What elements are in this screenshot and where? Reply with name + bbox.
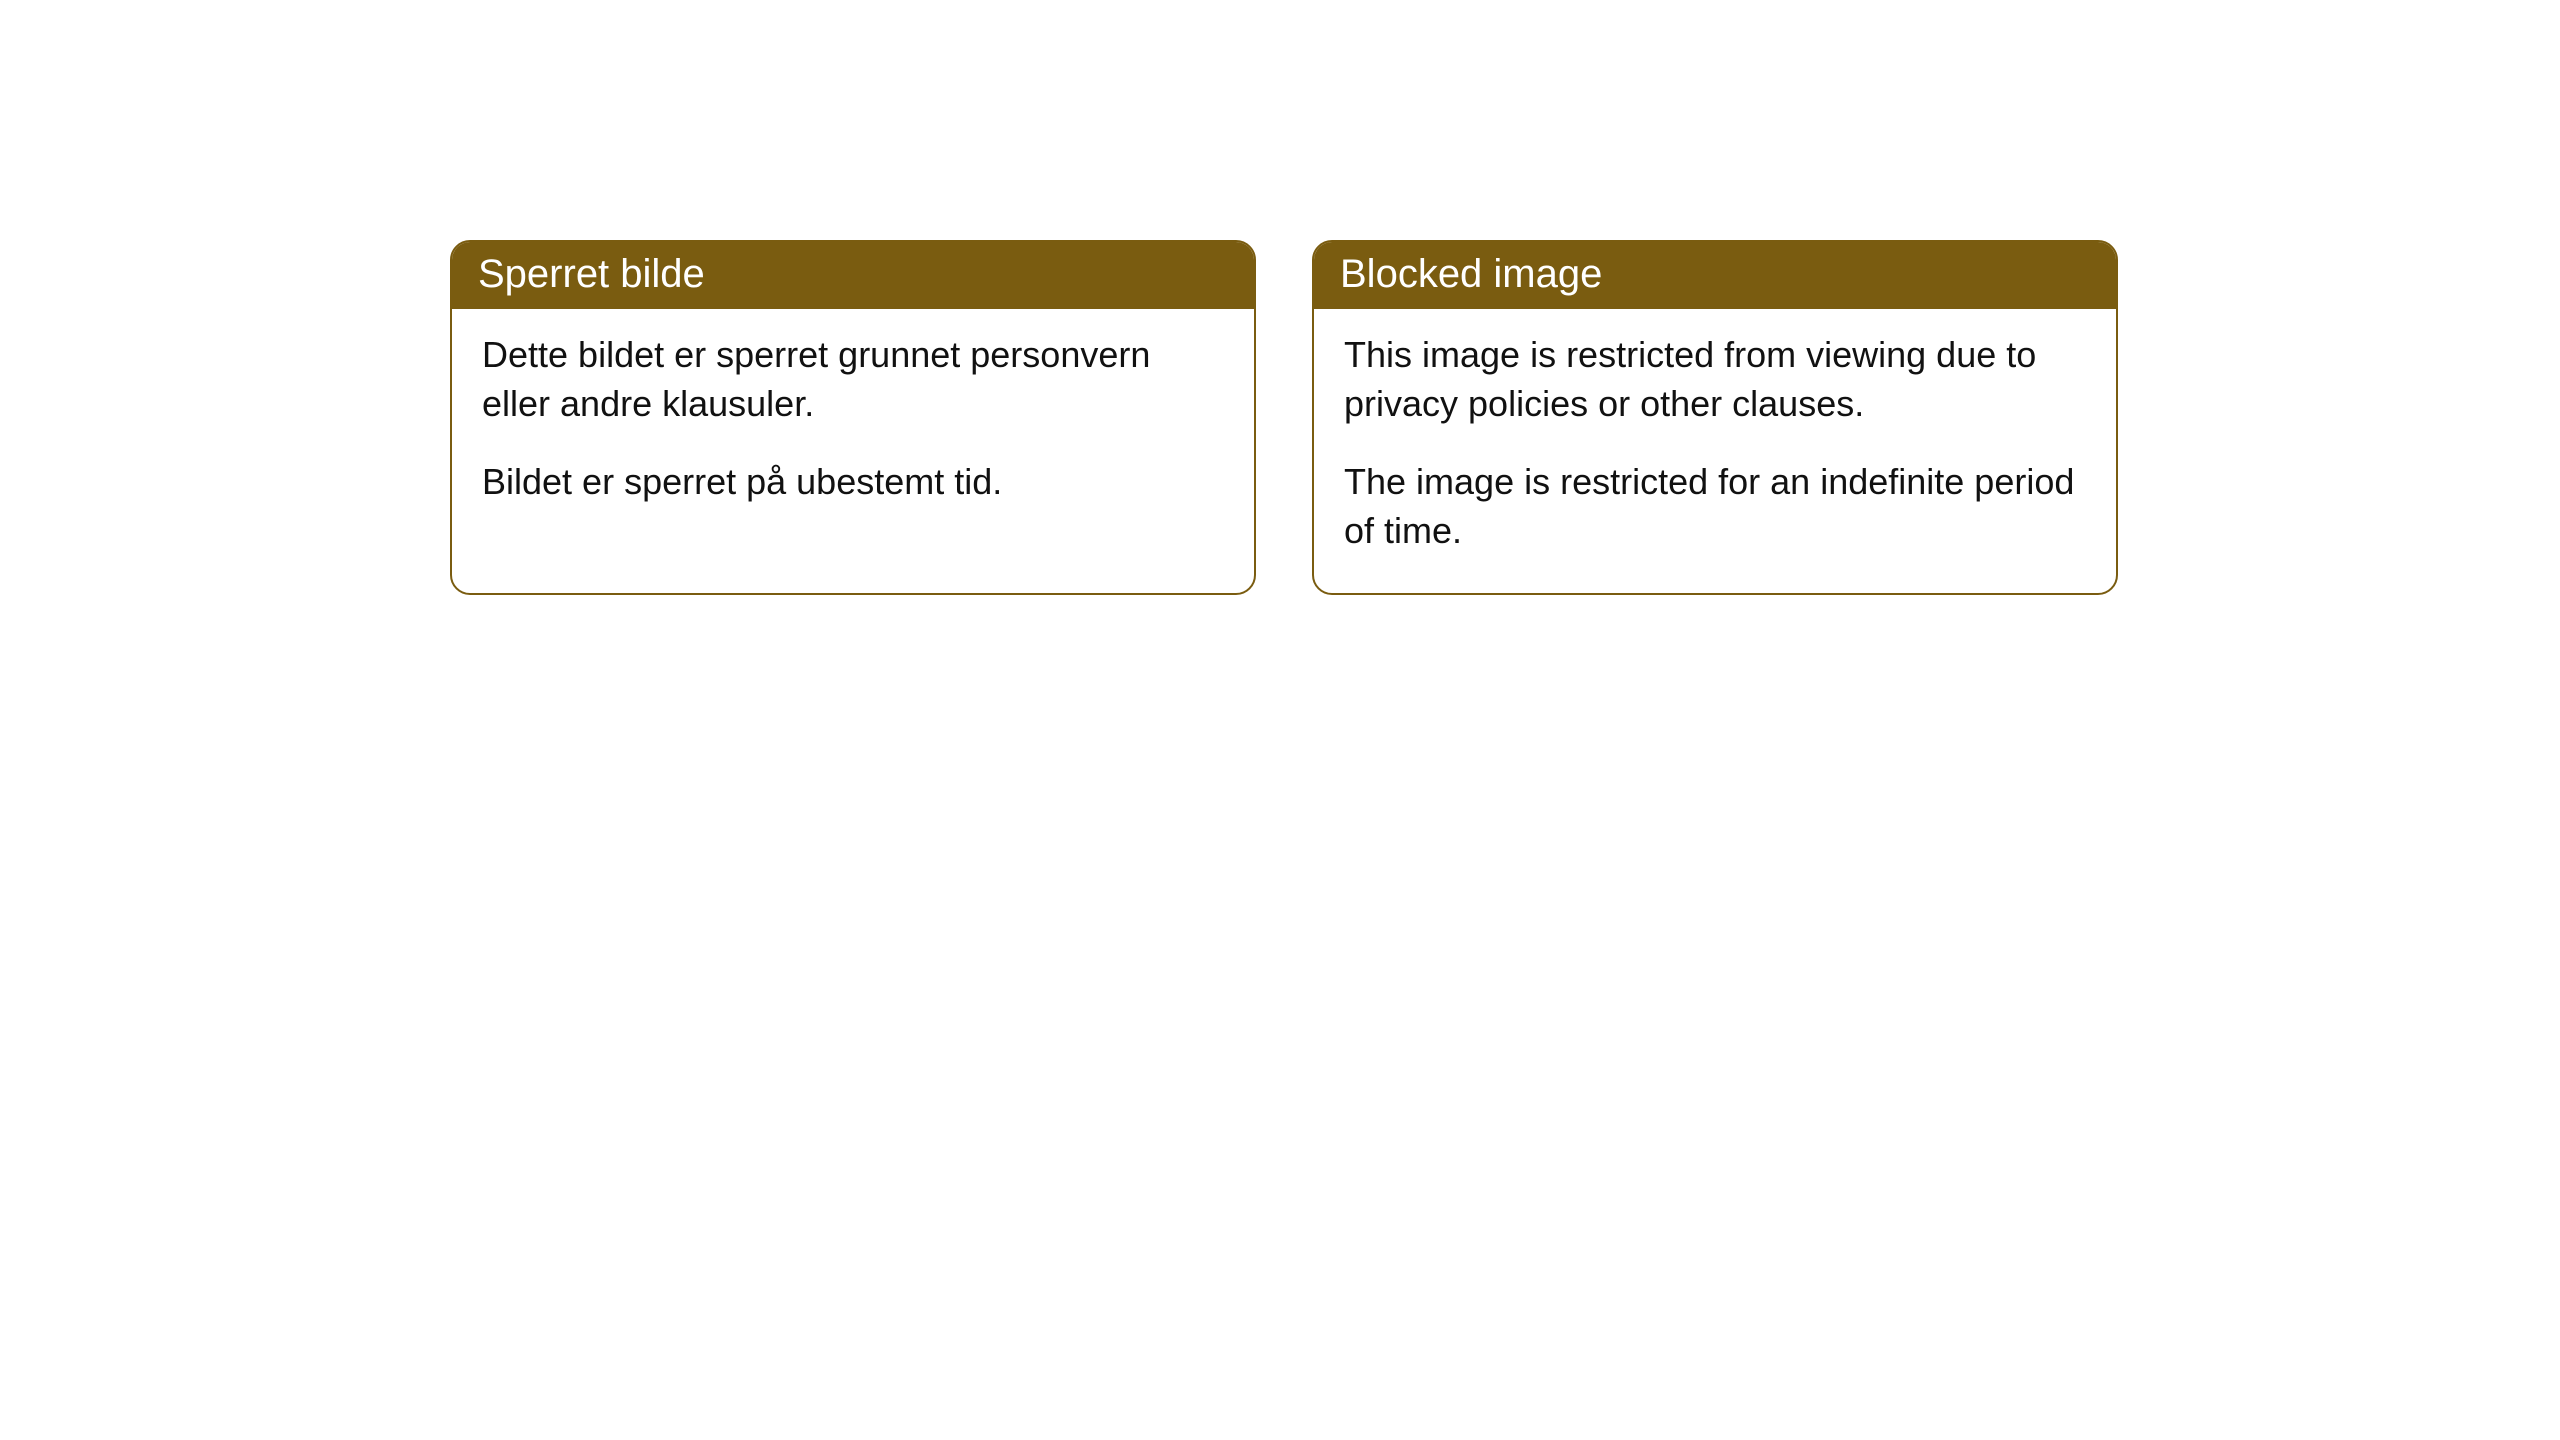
card-text-no-1: Dette bildet er sperret grunnet personve… bbox=[482, 331, 1224, 428]
card-header-no: Sperret bilde bbox=[452, 242, 1254, 309]
card-body-en: This image is restricted from viewing du… bbox=[1314, 309, 2116, 593]
blocked-image-card-en: Blocked image This image is restricted f… bbox=[1312, 240, 2118, 595]
card-header-en: Blocked image bbox=[1314, 242, 2116, 309]
notice-cards-container: Sperret bilde Dette bildet er sperret gr… bbox=[0, 0, 2560, 595]
card-body-no: Dette bildet er sperret grunnet personve… bbox=[452, 309, 1254, 545]
card-text-no-2: Bildet er sperret på ubestemt tid. bbox=[482, 458, 1224, 507]
blocked-image-card-no: Sperret bilde Dette bildet er sperret gr… bbox=[450, 240, 1256, 595]
card-text-en-1: This image is restricted from viewing du… bbox=[1344, 331, 2086, 428]
card-text-en-2: The image is restricted for an indefinit… bbox=[1344, 458, 2086, 555]
